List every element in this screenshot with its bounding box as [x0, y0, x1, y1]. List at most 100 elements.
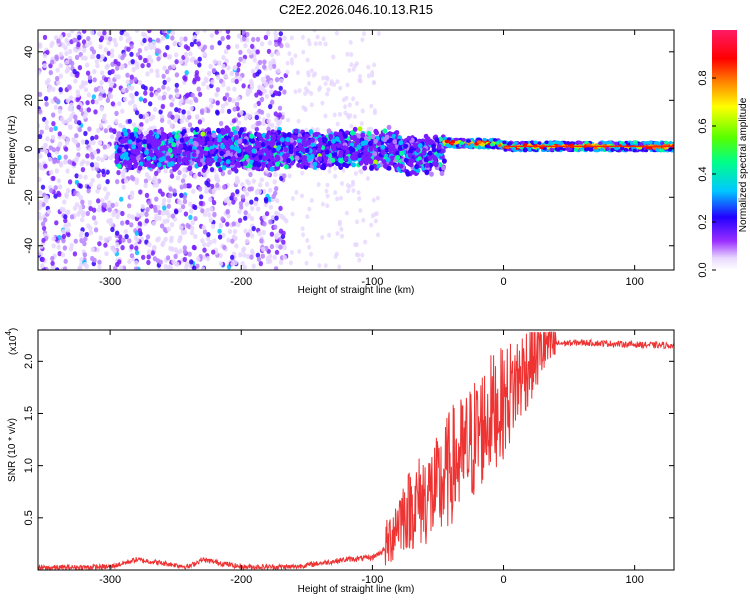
heatmap-cell [268, 161, 273, 167]
heatmap-cell [154, 133, 160, 139]
heatmap-cell [66, 84, 72, 90]
heatmap-cell [129, 51, 134, 57]
heatmap-cell [144, 211, 149, 217]
heatmap-cell [77, 34, 82, 41]
heatmap-cell [179, 192, 184, 198]
heatmap-cell [188, 51, 193, 57]
heatmap-cell [373, 218, 378, 224]
heatmap-cell [188, 99, 193, 105]
heatmap-cell [111, 153, 116, 159]
heatmap-cell [190, 225, 195, 231]
heatmap-cell [208, 217, 213, 223]
heatmap-cell [166, 226, 171, 232]
heatmap-cell [259, 238, 264, 244]
heatmap-cell [138, 96, 144, 102]
heatmap-cell [142, 98, 148, 104]
heatmap-cell [351, 162, 356, 168]
heatmap-cell [95, 188, 100, 194]
heatmap-cell [161, 240, 166, 246]
heatmap-cell [81, 212, 86, 218]
heatmap-cell [270, 122, 275, 128]
heatmap-cell [432, 155, 438, 162]
heatmap-cell [431, 147, 437, 153]
heatmap-cell [358, 208, 363, 213]
heatmap-cell [267, 40, 273, 46]
heatmap-cell [308, 129, 314, 135]
heatmap-cell [317, 263, 322, 268]
heatmap-cell [427, 154, 432, 161]
heatmap-cell [235, 189, 240, 195]
heatmap-cell [244, 191, 250, 197]
heatmap-cell [154, 91, 159, 97]
heatmap-cell [274, 210, 279, 216]
heatmap-cell [191, 188, 196, 194]
heatmap-cell [149, 92, 154, 98]
heatmap-cell [244, 201, 250, 207]
heatmap-cell [86, 107, 92, 113]
heatmap-cell [243, 43, 248, 49]
heatmap-cell [371, 197, 376, 203]
heatmap-cell [156, 56, 161, 62]
heatmap-cell [274, 161, 280, 167]
heatmap-cell [264, 93, 270, 99]
heatmap-cell [72, 68, 77, 75]
heatmap-cell [406, 135, 412, 141]
heatmap-cell [334, 251, 339, 257]
heatmap-cell [358, 74, 362, 79]
heatmap-cell [220, 108, 225, 114]
heatmap-cell [132, 163, 138, 169]
heatmap-cell [73, 78, 78, 84]
heatmap-cell [363, 140, 369, 146]
heatmap-cell [297, 249, 302, 254]
heatmap-cell [108, 82, 114, 88]
heatmap-cell [189, 105, 194, 112]
heatmap-cell [427, 150, 433, 156]
heatmap-cell [78, 183, 83, 189]
heatmap-cell [154, 179, 159, 185]
heatmap-cell [201, 254, 207, 260]
heatmap-cell [150, 250, 155, 256]
heatmap-cell [263, 196, 269, 203]
heatmap-cell [203, 150, 209, 156]
heatmap-cell [55, 267, 60, 270]
heatmap-cell [144, 150, 149, 156]
heatmap-cell [278, 259, 284, 265]
heatmap-cell [304, 260, 309, 266]
heatmap-cell [255, 49, 260, 55]
heatmap-cell [293, 89, 298, 95]
heatmap-cell [300, 193, 304, 199]
heatmap-cell [216, 127, 221, 134]
heatmap-cell [65, 137, 70, 143]
heatmap-cell [326, 128, 332, 134]
heatmap-cell [56, 80, 61, 86]
heatmap-cell [363, 144, 369, 150]
heatmap-cell [296, 70, 300, 76]
heatmap-cell [103, 237, 108, 243]
heatmap-cell [182, 156, 188, 162]
heatmap-cell [261, 229, 266, 236]
heatmap-cell [183, 44, 189, 50]
heatmap-cell [66, 32, 72, 38]
heatmap-cell [51, 175, 56, 181]
heatmap-cell [115, 214, 120, 220]
heatmap-cell [144, 46, 149, 52]
heatmap-cell [273, 266, 279, 270]
heatmap-cell [76, 92, 81, 98]
heatmap-cell [264, 181, 270, 187]
heatmap-cell [348, 113, 353, 118]
heatmap-cell [38, 148, 41, 154]
heatmap-cell [258, 261, 263, 267]
heatmap-cell [178, 41, 183, 47]
heatmap-cell [282, 254, 287, 261]
heatmap-cell [351, 182, 355, 187]
heatmap-cell [151, 40, 156, 46]
heatmap-cell [395, 154, 401, 161]
heatmap-cell [240, 261, 245, 267]
heatmap-cell [293, 53, 298, 59]
heatmap-cell [217, 60, 222, 66]
heatmap-cell [281, 230, 286, 236]
heatmap-cell [220, 69, 225, 75]
heatmap-cell [256, 132, 262, 138]
heatmap-cell [156, 129, 162, 135]
